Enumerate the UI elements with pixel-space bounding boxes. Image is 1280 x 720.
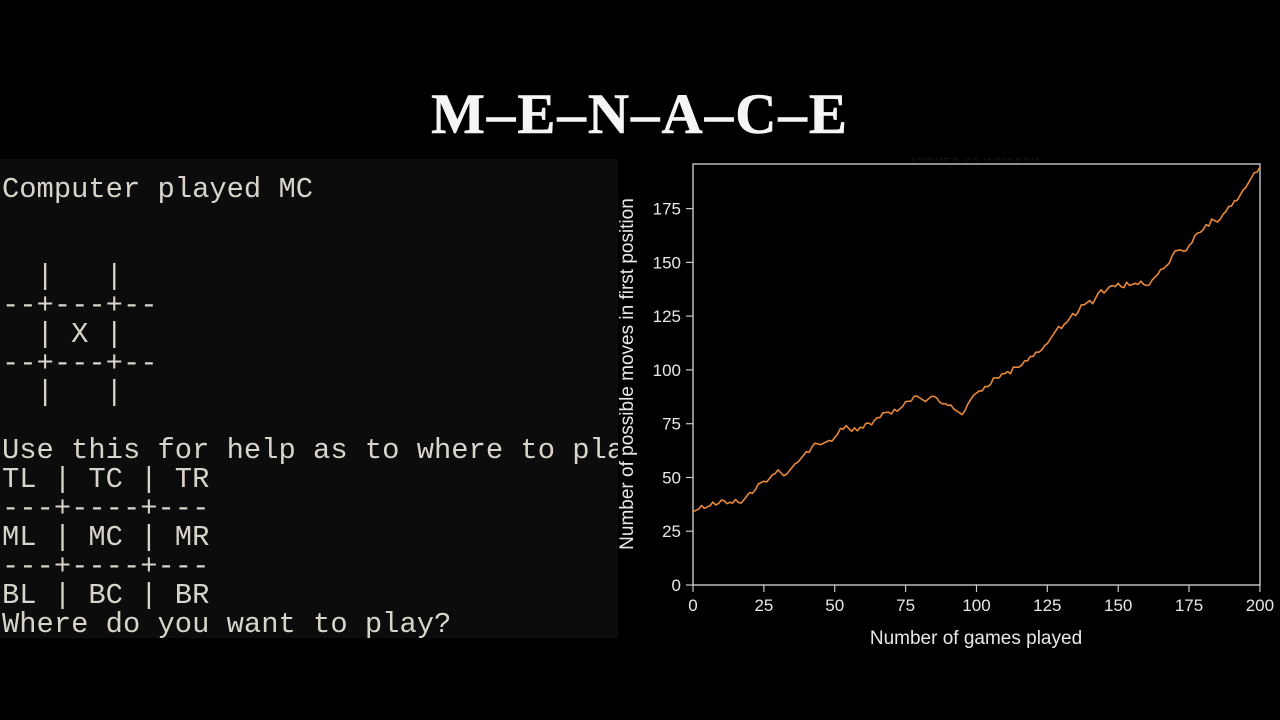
svg-text:125: 125	[1033, 596, 1061, 615]
svg-text:100: 100	[653, 361, 681, 380]
svg-text:Number of games played: Number of games played	[870, 628, 1082, 649]
svg-text:25: 25	[754, 596, 773, 615]
svg-text:200: 200	[1246, 596, 1274, 615]
svg-text:175: 175	[1175, 596, 1203, 615]
svg-text:125: 125	[653, 307, 681, 326]
svg-text:75: 75	[896, 596, 915, 615]
svg-text:Number of possible moves in fi: Number of possible moves in first positi…	[617, 198, 638, 550]
svg-text:100: 100	[962, 596, 990, 615]
svg-text:0: 0	[688, 596, 697, 615]
svg-text:50: 50	[825, 596, 844, 615]
svg-text:175: 175	[653, 200, 681, 219]
svg-text:25: 25	[662, 522, 681, 541]
svg-text:150: 150	[653, 253, 681, 272]
svg-text:50: 50	[662, 469, 681, 488]
svg-text:75: 75	[662, 415, 681, 434]
svg-text:150: 150	[1104, 596, 1132, 615]
svg-text:0: 0	[672, 576, 681, 595]
